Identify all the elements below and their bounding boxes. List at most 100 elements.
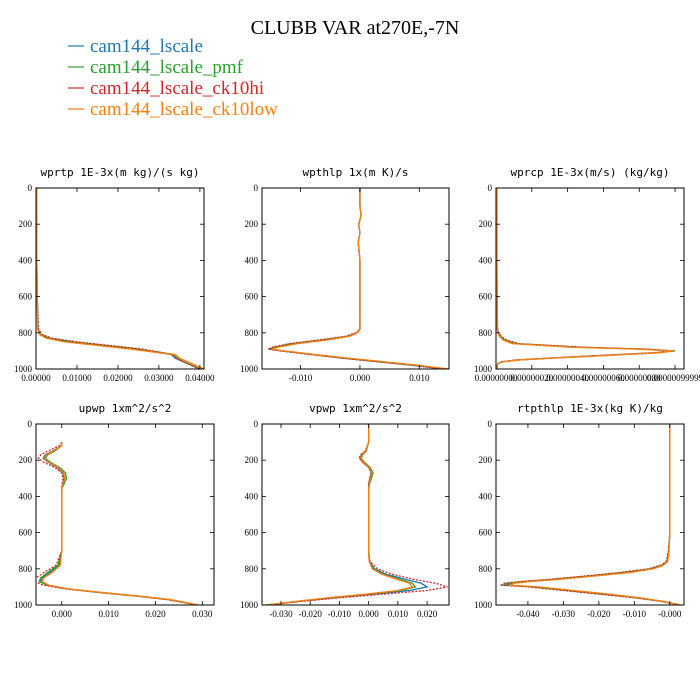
x-tick-label: 0.00000040 bbox=[546, 373, 589, 383]
y-tick-label: 200 bbox=[245, 219, 259, 229]
series-line bbox=[496, 188, 672, 369]
chart-panel-4: upwp 1xm^2/s^2 0 200 400 600 800 1000 0.000 0.01… bbox=[14, 402, 215, 619]
series-line bbox=[271, 188, 449, 369]
series-line bbox=[266, 424, 414, 605]
y-tick-label: 800 bbox=[245, 564, 259, 574]
series-line bbox=[496, 188, 676, 369]
series-line bbox=[39, 442, 198, 605]
panel-title: rtpthlp 1E-3x(kg K)/kg bbox=[517, 402, 663, 415]
x-tick-label: 0.000 bbox=[350, 373, 371, 383]
y-tick-label: 600 bbox=[245, 528, 259, 538]
x-tick-label: 0.00000080 bbox=[618, 373, 661, 383]
series-line bbox=[266, 424, 429, 605]
panels-grid: wprtp 1E-3x(m kg)/(s kg) 0 200 400 600 800 100… bbox=[14, 166, 700, 619]
y-tick-label: 1000 bbox=[474, 600, 493, 610]
y-tick-label: 600 bbox=[479, 528, 493, 538]
y-tick-label: 200 bbox=[479, 455, 493, 465]
y-tick-label: 1000 bbox=[14, 600, 33, 610]
x-tick-label: 0.020 bbox=[145, 609, 166, 619]
x-tick-label: -0.030 bbox=[269, 609, 293, 619]
y-tick-label: 1000 bbox=[474, 364, 493, 374]
panel-title: upwp 1xm^2/s^2 bbox=[79, 402, 172, 415]
y-tick-label: 0 bbox=[28, 183, 33, 193]
y-tick-label: 200 bbox=[479, 219, 493, 229]
x-tick-label: -0.040 bbox=[516, 609, 540, 619]
series-line bbox=[270, 188, 444, 369]
x-tick-label: 0.00000099999 bbox=[647, 373, 700, 383]
x-tick-label: 0.030 bbox=[192, 609, 213, 619]
series-line bbox=[267, 188, 447, 369]
x-tick-label: 0.01000 bbox=[62, 373, 92, 383]
panel-title: vpwp 1xm^2/s^2 bbox=[309, 402, 402, 415]
y-tick-label: 400 bbox=[245, 491, 259, 501]
y-tick-label: 800 bbox=[19, 328, 33, 338]
series-line bbox=[36, 188, 201, 369]
series-line bbox=[36, 188, 204, 369]
chart-panel-1: wprtp 1E-3x(m kg)/(s kg) 0 200 400 600 800 100… bbox=[14, 166, 215, 383]
x-tick-label: 0.00000 bbox=[21, 373, 51, 383]
x-tick-label: 0.010 bbox=[409, 373, 430, 383]
x-tick-label: 0.00000000 bbox=[475, 373, 518, 383]
series-line bbox=[266, 424, 448, 605]
legend-label: cam144_lscale_pmf bbox=[90, 57, 244, 78]
y-tick-label: 400 bbox=[479, 491, 493, 501]
series-line bbox=[504, 424, 681, 605]
y-tick-label: 1000 bbox=[240, 364, 259, 374]
y-tick-label: 800 bbox=[245, 328, 259, 338]
series-line bbox=[41, 442, 199, 605]
x-tick-label: 0.000 bbox=[359, 609, 380, 619]
x-tick-label: -0.020 bbox=[299, 609, 323, 619]
y-tick-label: 0 bbox=[28, 419, 33, 429]
x-tick-label: 0.03000 bbox=[144, 373, 174, 383]
y-tick-label: 600 bbox=[245, 292, 259, 302]
x-tick-label: 0.020 bbox=[417, 609, 438, 619]
panel-title: wprtp 1E-3x(m kg)/(s kg) bbox=[41, 166, 200, 179]
x-tick-label: -0.000 bbox=[658, 609, 682, 619]
y-tick-label: 600 bbox=[19, 528, 33, 538]
y-tick-label: 0 bbox=[488, 419, 493, 429]
chart-panel-6: rtpthlp 1E-3x(kg K)/kg 0 200 400 600 800 1000 -… bbox=[474, 402, 685, 619]
y-tick-label: 800 bbox=[479, 564, 493, 574]
plot-frame bbox=[261, 187, 450, 370]
series-line bbox=[38, 442, 197, 605]
y-tick-label: 0 bbox=[254, 419, 259, 429]
y-tick-label: 800 bbox=[479, 328, 493, 338]
series-line bbox=[507, 424, 681, 605]
y-tick-label: 0 bbox=[254, 183, 259, 193]
legend: cam144_lscalecam144_lscale_pmfcam144_lsc… bbox=[68, 36, 278, 120]
panel-title: wprcp 1E-3x(m/s) (kg/kg) bbox=[511, 166, 670, 179]
series-line bbox=[496, 188, 674, 369]
plot-frame bbox=[35, 423, 215, 606]
y-tick-label: 1000 bbox=[240, 600, 259, 610]
plot-frame bbox=[261, 423, 450, 606]
series-line bbox=[499, 424, 681, 605]
x-tick-label: 0.00000020 bbox=[510, 373, 553, 383]
y-tick-label: 400 bbox=[19, 491, 33, 501]
x-tick-label: 0.00000060 bbox=[582, 373, 625, 383]
chart-panel-3: wprcp 1E-3x(m/s) (kg/kg) 0 200 400 600 800 100… bbox=[474, 166, 700, 383]
plot-frame bbox=[495, 187, 685, 370]
x-tick-label: -0.010 bbox=[328, 609, 352, 619]
legend-label: cam144_lscale bbox=[90, 36, 203, 57]
y-tick-label: 400 bbox=[479, 255, 493, 265]
x-tick-label: -0.030 bbox=[552, 609, 576, 619]
legend-label: cam144_lscale_ck10hi bbox=[90, 78, 264, 99]
panel-title: wpthlp 1x(m K)/s bbox=[303, 166, 409, 179]
chart-panel-2: wpthlp 1x(m K)/s 0 200 400 600 800 1000 -0.010 0… bbox=[240, 166, 450, 383]
x-tick-label: 0.000 bbox=[52, 609, 73, 619]
series-line bbox=[36, 188, 201, 369]
series-line bbox=[496, 188, 674, 369]
y-tick-label: 200 bbox=[19, 219, 33, 229]
x-tick-label: 0.010 bbox=[98, 609, 119, 619]
y-tick-label: 600 bbox=[19, 292, 33, 302]
series-line bbox=[265, 188, 444, 369]
y-tick-label: 800 bbox=[19, 564, 33, 574]
series-line bbox=[36, 188, 201, 369]
x-tick-label: 0.010 bbox=[388, 609, 409, 619]
y-tick-label: 0 bbox=[488, 183, 493, 193]
x-tick-label: 0.02000 bbox=[103, 373, 133, 383]
y-tick-label: 200 bbox=[245, 455, 259, 465]
figure-title: CLUBB VAR at270E,-7N bbox=[251, 17, 460, 39]
series-line bbox=[500, 424, 681, 605]
